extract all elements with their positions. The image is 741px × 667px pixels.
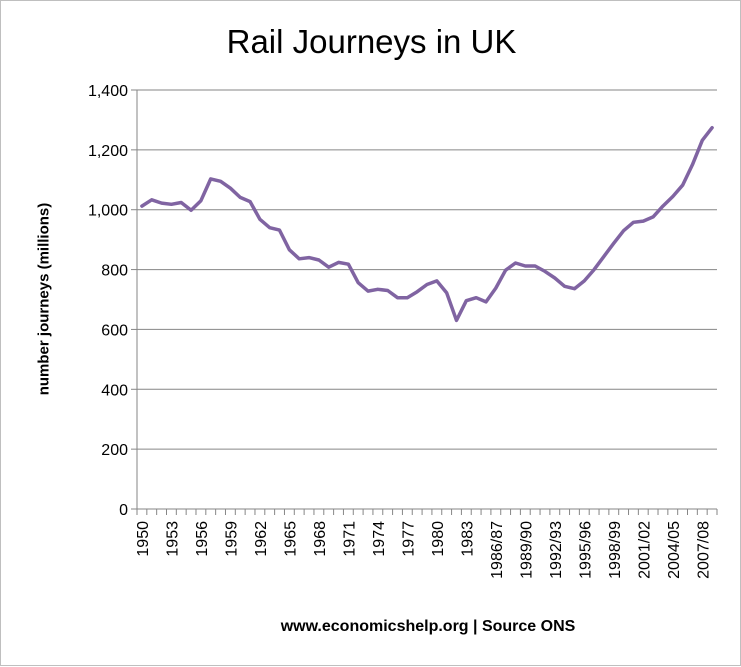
x-tick-label: 1965 <box>282 521 299 557</box>
x-tick-label: 1962 <box>253 521 270 557</box>
y-tick-label: 400 <box>101 382 128 399</box>
x-tick-label: 1959 <box>223 521 240 557</box>
x-tick-label: 1971 <box>341 521 358 557</box>
x-tick-label: 1983 <box>459 521 476 557</box>
x-axis-label: www.economicshelp.org | Source ONS <box>280 618 576 635</box>
x-tick-label: 2001/02 <box>636 521 653 579</box>
x-tick-label: 1980 <box>430 521 447 557</box>
y-tick-label: 800 <box>101 263 128 280</box>
x-tick-label: 1974 <box>371 521 388 557</box>
x-tick-label: 1968 <box>312 521 329 557</box>
y-tick-label: 0 <box>119 502 128 519</box>
x-tick-label: 1995/96 <box>577 521 594 579</box>
chart-title: Rail Journeys in UK <box>226 23 517 60</box>
x-tick-label: 1953 <box>164 521 181 557</box>
x-tick-label: 1998/99 <box>607 521 624 579</box>
y-tick-label: 1,000 <box>88 203 128 220</box>
x-tick-label: 1956 <box>194 521 211 557</box>
x-tick-label: 1950 <box>135 521 152 557</box>
series-line <box>140 125 714 323</box>
x-tick-label: 1989/90 <box>518 521 535 579</box>
x-tick-label: 1977 <box>400 521 417 557</box>
y-tick-label: 1,200 <box>88 143 128 160</box>
x-tick-label: 2007/08 <box>695 521 712 579</box>
x-tick-label: 2004/05 <box>666 521 683 579</box>
y-tick-label: 1,400 <box>88 83 128 100</box>
x-tick-label: 1986/87 <box>489 521 506 579</box>
y-tick-label: 200 <box>101 442 128 459</box>
x-tick-label: 1992/93 <box>548 521 565 579</box>
y-tick-label: 600 <box>101 322 128 339</box>
